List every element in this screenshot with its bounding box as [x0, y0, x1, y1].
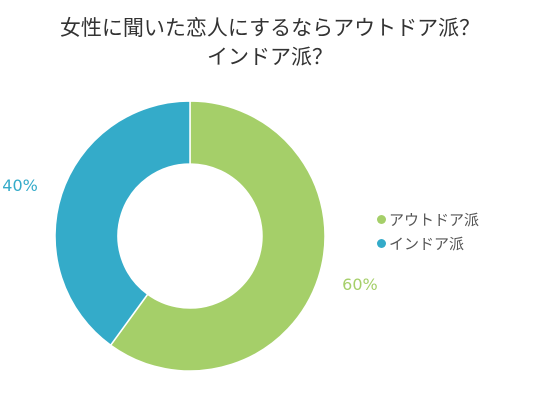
legend-item-indoor: インドア派	[377, 231, 479, 255]
data-label-indoor: 40%	[2, 176, 38, 195]
legend-marker-outdoor	[377, 214, 386, 224]
legend-label-indoor: インドア派	[389, 234, 465, 253]
donut-slices	[54, 100, 326, 372]
legend-item-outdoor: アウトドア派	[377, 207, 479, 231]
chart-title: 女性に聞いた恋人にするならアウトドア派？ インドア派？	[0, 14, 540, 72]
chart-legend: アウトドア派 インドア派	[377, 207, 479, 255]
legend-marker-indoor	[377, 238, 386, 248]
data-label-outdoor: 60%	[342, 275, 378, 294]
donut-data-labels: 60% 40%	[2, 176, 377, 294]
chart-title-line-1: 女性に聞いた恋人にするならアウトドア派？	[59, 16, 481, 40]
donut-slice-outdoor	[109, 100, 326, 372]
chart-title-line-2: インドア派？	[207, 45, 333, 69]
legend-label-outdoor: アウトドア派	[389, 210, 480, 229]
donut-slice-indoor	[54, 100, 191, 347]
